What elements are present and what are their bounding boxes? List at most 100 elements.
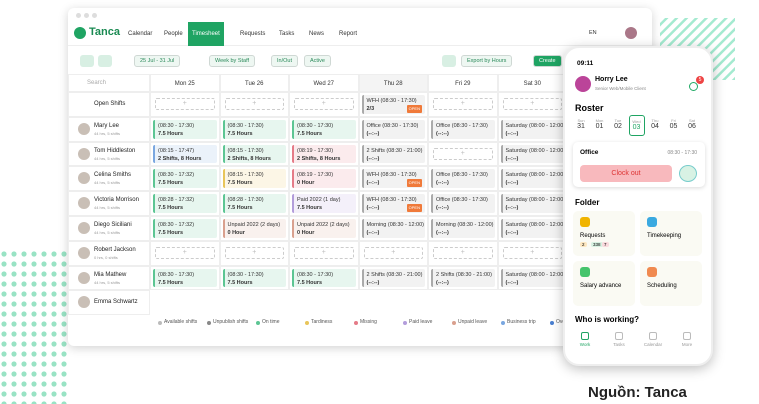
- legend-label: Tardiness: [311, 319, 333, 325]
- shift-line: (--:--): [505, 205, 519, 212]
- toolbar-pill[interactable]: Week by Staff: [209, 55, 256, 67]
- shift-line: (--:--): [366, 130, 380, 137]
- filter-btn[interactable]: [80, 55, 94, 67]
- toolbar-pill[interactable]: Active: [304, 55, 331, 67]
- shift-cell[interactable]: WFH (08:30 - 17:30) (--:--) OPEN: [361, 169, 425, 189]
- staff-avatar: [78, 122, 90, 135]
- grid-cell: [428, 92, 498, 117]
- nav-item[interactable]: Calendar: [128, 31, 153, 37]
- shift-cell[interactable]: (08:19 - 17:30) 2 Shifts, 8 Hours: [292, 144, 356, 164]
- toolbar-pill[interactable]: In/Out: [271, 55, 298, 67]
- toolbar-pill[interactable]: 25 Jul - 31 Jul: [134, 55, 181, 67]
- roster-title: Roster: [575, 103, 604, 113]
- lang[interactable]: EN: [589, 30, 597, 36]
- day-header: Sat 30: [497, 74, 567, 92]
- shift-cell[interactable]: 2 Shifts (08:30 - 21:00) (--:--): [361, 144, 425, 164]
- shift-cell[interactable]: WFH (08:30 - 17:30) (--:--) OPEN: [361, 194, 425, 213]
- shift-cell[interactable]: Saturday (08:00 - 12:00) (--:--): [500, 144, 564, 164]
- shift-cell[interactable]: (08:30 - 17:30) 7.5 Hours: [292, 268, 356, 288]
- empty-shift[interactable]: +: [433, 98, 493, 110]
- roster-day[interactable]: Mon 01: [592, 115, 608, 136]
- empty-shift[interactable]: +: [224, 246, 284, 259]
- shift-cell[interactable]: (08:19 - 17:30) 0 Hour: [292, 169, 356, 189]
- roster-day[interactable]: Tue 02: [610, 115, 626, 136]
- shift-line: Paid 2022 (1 day): [297, 197, 341, 204]
- roster-day[interactable]: Fri 05: [666, 115, 682, 136]
- tab-label[interactable]: Calendar: [643, 342, 663, 347]
- shift-cell[interactable]: (08:28 - 17:32) 7.5 Hours: [153, 194, 217, 213]
- nav-item[interactable]: Timesheet: [188, 22, 224, 46]
- shift-cell[interactable]: Morning (08:30 - 12:00) (--:--): [431, 219, 495, 238]
- roster-day[interactable]: Wed 03: [628, 115, 645, 136]
- clock-out-btn[interactable]: Clock out: [580, 165, 672, 182]
- tab-label[interactable]: More: [681, 342, 693, 347]
- shift-cell[interactable]: (08:30 - 17:30) 7.5 Hours: [222, 119, 286, 139]
- shift-cell[interactable]: Saturday (08:00 - 12:00) (--:--): [500, 119, 564, 139]
- tab-label[interactable]: Tasks: [613, 342, 625, 347]
- tab-label[interactable]: Work: [579, 342, 591, 347]
- fingerprint-btn[interactable]: [679, 165, 697, 182]
- shift-line: (08:30 - 17:30): [297, 122, 334, 129]
- legend-label: Paid leave: [409, 319, 433, 325]
- shift-cell[interactable]: (08:15 - 17:30) 2 Shifts, 8 Hours: [222, 144, 286, 164]
- shift-cell[interactable]: (08:15 - 17:47) 2 Shifts, 8 Hours: [153, 144, 217, 164]
- shift-cell[interactable]: WFH (08:30 - 17:30) 2/3 OPEN: [361, 95, 425, 114]
- nav-item[interactable]: News: [309, 31, 325, 37]
- shift-line: Office (08:30 - 17:30): [436, 172, 488, 179]
- shift-cell[interactable]: Morning (08:30 - 12:00) (--:--): [361, 219, 425, 238]
- empty-shift[interactable]: +: [433, 246, 493, 259]
- roster-day[interactable]: Sun 31: [573, 115, 589, 136]
- empty-shift[interactable]: +: [155, 98, 215, 110]
- shift-cell[interactable]: Saturday (08:00 - 12:00) (--:--): [500, 219, 564, 238]
- shift-line: (--:--): [366, 180, 380, 187]
- staff-name: Diego Siciliani: [94, 222, 132, 228]
- shift-line: Saturday (08:00 - 12:00): [505, 197, 565, 204]
- shift-cell[interactable]: (08:28 - 17:30) 7.5 Hours: [222, 194, 286, 213]
- nav-item[interactable]: Report: [339, 31, 358, 37]
- shift-cell[interactable]: Office (08:30 - 17:30) (--:--): [431, 169, 495, 189]
- nav-item[interactable]: Tasks: [279, 31, 295, 37]
- shift-cell[interactable]: (08:30 - 17:32) 7.5 Hours: [153, 219, 217, 238]
- empty-shift[interactable]: +: [224, 98, 284, 110]
- shift-cell[interactable]: (08:30 - 17:30) 7.5 Hours: [153, 119, 217, 139]
- shift-cell[interactable]: Saturday (08:00 - 12:00) (--:--): [500, 268, 564, 288]
- shift-cell[interactable]: Unpaid 2022 (2 days) 0 Hour: [222, 219, 286, 238]
- staff-name: Emma Schwartz: [94, 299, 138, 306]
- empty-shift[interactable]: +: [433, 147, 493, 160]
- location-btn[interactable]: [98, 55, 112, 67]
- shift-cell[interactable]: Office (08:30 - 17:30) (--:--): [361, 119, 425, 139]
- shift-cell[interactable]: (08:30 - 17:30) 7.5 Hours: [292, 119, 356, 139]
- nav-bar: [68, 22, 652, 46]
- refresh-btn[interactable]: [442, 55, 456, 67]
- create-btn[interactable]: Create: [533, 55, 562, 67]
- empty-shift[interactable]: +: [502, 98, 562, 110]
- shift-cell[interactable]: Unpaid 2022 (2 days) 0 Hour: [292, 219, 356, 238]
- roster-weekday: Thu: [651, 118, 659, 123]
- roster-day[interactable]: Thu 04: [647, 115, 663, 136]
- shift-cell[interactable]: (08:30 - 17:30) 7.5 Hours: [222, 268, 286, 288]
- shift-cell[interactable]: Saturday (08:00 - 12:00) (--:--): [500, 194, 565, 213]
- empty-shift[interactable]: +: [502, 246, 562, 259]
- empty-shift[interactable]: +: [363, 246, 423, 259]
- roster-day[interactable]: Sat 06: [684, 115, 700, 136]
- grid-cell: [289, 191, 359, 216]
- nav-item[interactable]: Requests: [240, 31, 266, 37]
- shift-cell[interactable]: (08:30 - 17:32) 7.5 Hours: [153, 169, 217, 189]
- nav-item[interactable]: People: [164, 31, 183, 37]
- grid-cell: [358, 265, 428, 291]
- empty-shift[interactable]: +: [294, 246, 354, 259]
- empty-shift[interactable]: +: [294, 98, 354, 110]
- shift-cell[interactable]: (08:30 - 17:30) 7.5 Hours: [153, 268, 217, 288]
- shift-cell[interactable]: Office (08:30 - 17:30) (--:--): [431, 119, 495, 139]
- shift-cell[interactable]: 2 Shifts (08:30 - 21:00) (--:--): [361, 268, 425, 288]
- shift-cell[interactable]: Paid 2022 (1 day) 7.5 Hours: [292, 194, 356, 213]
- shift-cell[interactable]: (08:15 - 17:30) 7.5 Hours: [222, 169, 286, 189]
- shift-cell[interactable]: 2 Shifts (08:30 - 21:00) (--:--): [431, 268, 495, 288]
- phone: 09:11 Horry Lee Senior Web/Mobile Client 5 R…: [563, 46, 713, 366]
- shift-cell[interactable]: Saturday (08:00 - 12:00) (--:--): [500, 169, 564, 189]
- empty-shift[interactable]: +: [155, 246, 215, 259]
- shift-cell[interactable]: Office (08:30 - 17:30) (--:--): [431, 194, 495, 213]
- export-btn[interactable]: Export by Hours: [461, 55, 513, 67]
- shift-line: (08:28 - 17:32): [158, 197, 195, 204]
- shift-line: (--:--): [366, 279, 380, 286]
